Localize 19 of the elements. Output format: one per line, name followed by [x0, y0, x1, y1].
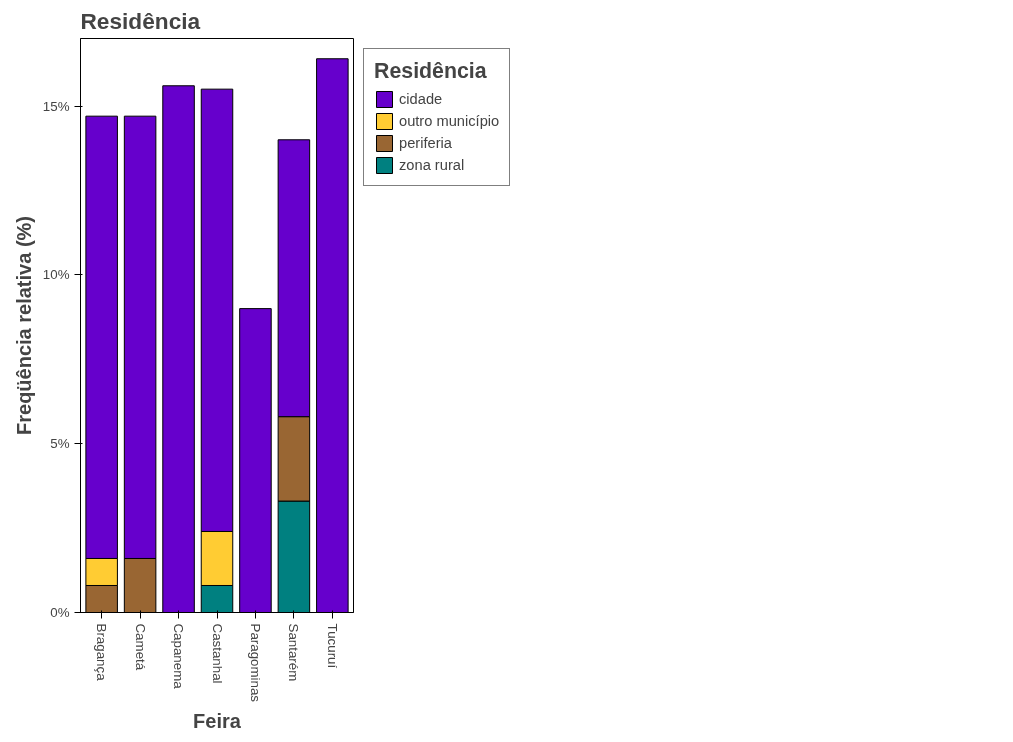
x-tick-label: Castanhal: [209, 623, 225, 684]
chart-title: Residência: [80, 7, 201, 34]
x-tick-label: Tucuruí: [324, 623, 340, 669]
legend-label: zona rural: [399, 157, 465, 173]
legend-title: Residência: [374, 59, 488, 84]
x-tick-label: Paragominas: [247, 623, 263, 703]
x-tick-label: Santarém: [286, 623, 302, 682]
x-tick-label: Cametá: [132, 623, 148, 671]
legend-label: outro município: [399, 113, 500, 129]
y-tick-label: 5%: [50, 436, 70, 452]
x-tick-label: Capanema: [171, 623, 187, 690]
legend-label: cidade: [399, 91, 443, 107]
x-axis-title: Feira: [193, 710, 242, 733]
y-tick-label: 0%: [50, 605, 70, 620]
y-tick-label: 15%: [42, 98, 70, 114]
x-tick-label: Bragança: [94, 623, 110, 682]
y-axis-title: Freqüência relativa (%): [12, 216, 35, 435]
y-tick-label: 10%: [42, 267, 70, 283]
legend-label: periferia: [399, 135, 452, 151]
